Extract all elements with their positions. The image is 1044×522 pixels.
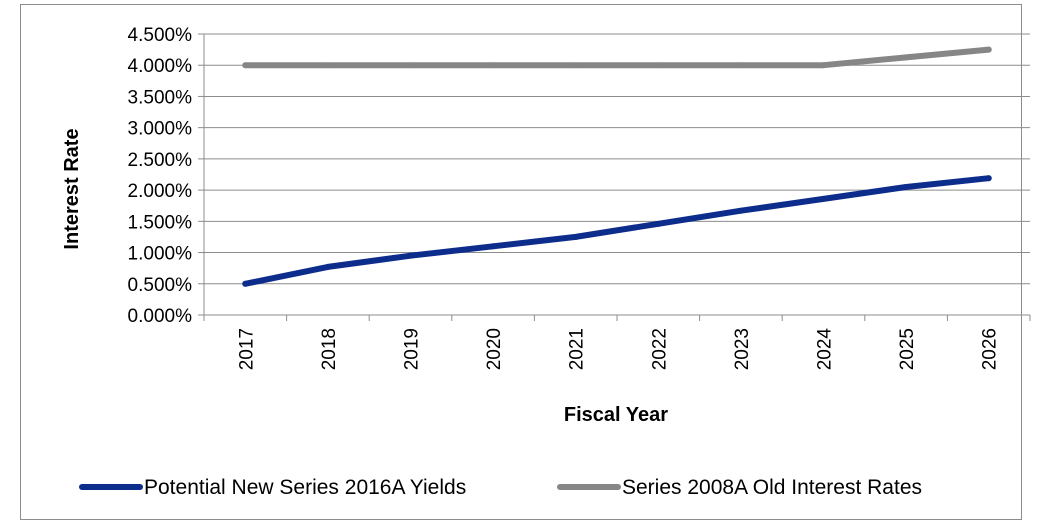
x-tick-label: 2017 bbox=[236, 328, 257, 370]
x-tick-label: 2022 bbox=[649, 328, 670, 370]
y-tick-label: 4.000% bbox=[128, 56, 193, 77]
data-point bbox=[572, 62, 579, 69]
series-lines bbox=[242, 46, 992, 287]
data-point bbox=[903, 183, 910, 190]
axes bbox=[198, 33, 1031, 321]
data-point bbox=[737, 207, 744, 214]
x-tick-label: 2018 bbox=[319, 328, 340, 370]
x-tick-label: 2026 bbox=[980, 328, 1001, 370]
y-tick-label: 2.500% bbox=[128, 150, 193, 171]
series-line-2008a-old-rates bbox=[242, 46, 992, 69]
data-point bbox=[324, 263, 331, 270]
data-point bbox=[655, 220, 662, 227]
legend-label-series-2016a: Potential New Series 2016A Yields bbox=[144, 476, 466, 499]
legend-label-series-2008a: Series 2008A Old Interest Rates bbox=[622, 476, 922, 499]
data-point bbox=[985, 46, 992, 53]
y-tick-label: 1.500% bbox=[128, 212, 193, 233]
data-point bbox=[490, 62, 497, 69]
data-point bbox=[737, 62, 744, 69]
data-point bbox=[407, 252, 414, 259]
gridlines bbox=[204, 33, 1030, 285]
y-tick-label: 3.000% bbox=[128, 119, 193, 140]
y-axis-tick-labels: 0.000% 0.500% 1.000% 1.500% 2.000% 2.500% 3.00… bbox=[128, 25, 193, 327]
data-point bbox=[490, 243, 497, 250]
x-tick-label: 2019 bbox=[402, 328, 423, 370]
data-point bbox=[820, 195, 827, 202]
data-point bbox=[407, 62, 414, 69]
legend: Potential New Series 2016A Yields Series… bbox=[79, 476, 922, 499]
x-tick-label: 2025 bbox=[897, 328, 918, 370]
data-point bbox=[324, 62, 331, 69]
x-tick-label: 2023 bbox=[732, 328, 753, 370]
data-point bbox=[655, 62, 662, 69]
y-axis-title: Interest Rate bbox=[61, 128, 83, 249]
x-axis-title: Fiscal Year bbox=[564, 404, 668, 426]
data-point bbox=[820, 62, 827, 69]
data-point bbox=[572, 233, 579, 240]
data-point bbox=[985, 175, 992, 182]
y-tick-label: 2.000% bbox=[128, 181, 193, 202]
y-tick-label: 0.500% bbox=[128, 275, 193, 296]
x-axis-tick-labels: 2017 2018 2019 2020 2021 2022 2023 2024 2025 2026 bbox=[236, 328, 1000, 371]
x-tick-label: 2024 bbox=[815, 328, 836, 371]
y-tick-label: 3.500% bbox=[128, 87, 193, 108]
x-tick-label: 2021 bbox=[567, 328, 588, 370]
data-point bbox=[903, 54, 910, 61]
y-tick-label: 4.500% bbox=[128, 25, 193, 46]
y-tick-label: 1.000% bbox=[128, 244, 193, 265]
y-tick-label: 0.000% bbox=[128, 306, 193, 327]
data-point bbox=[242, 280, 249, 287]
x-tick-label: 2020 bbox=[484, 328, 505, 370]
chart-area bbox=[20, 4, 1022, 520]
series-line-2016a-yields bbox=[242, 175, 992, 287]
data-point bbox=[242, 62, 249, 69]
